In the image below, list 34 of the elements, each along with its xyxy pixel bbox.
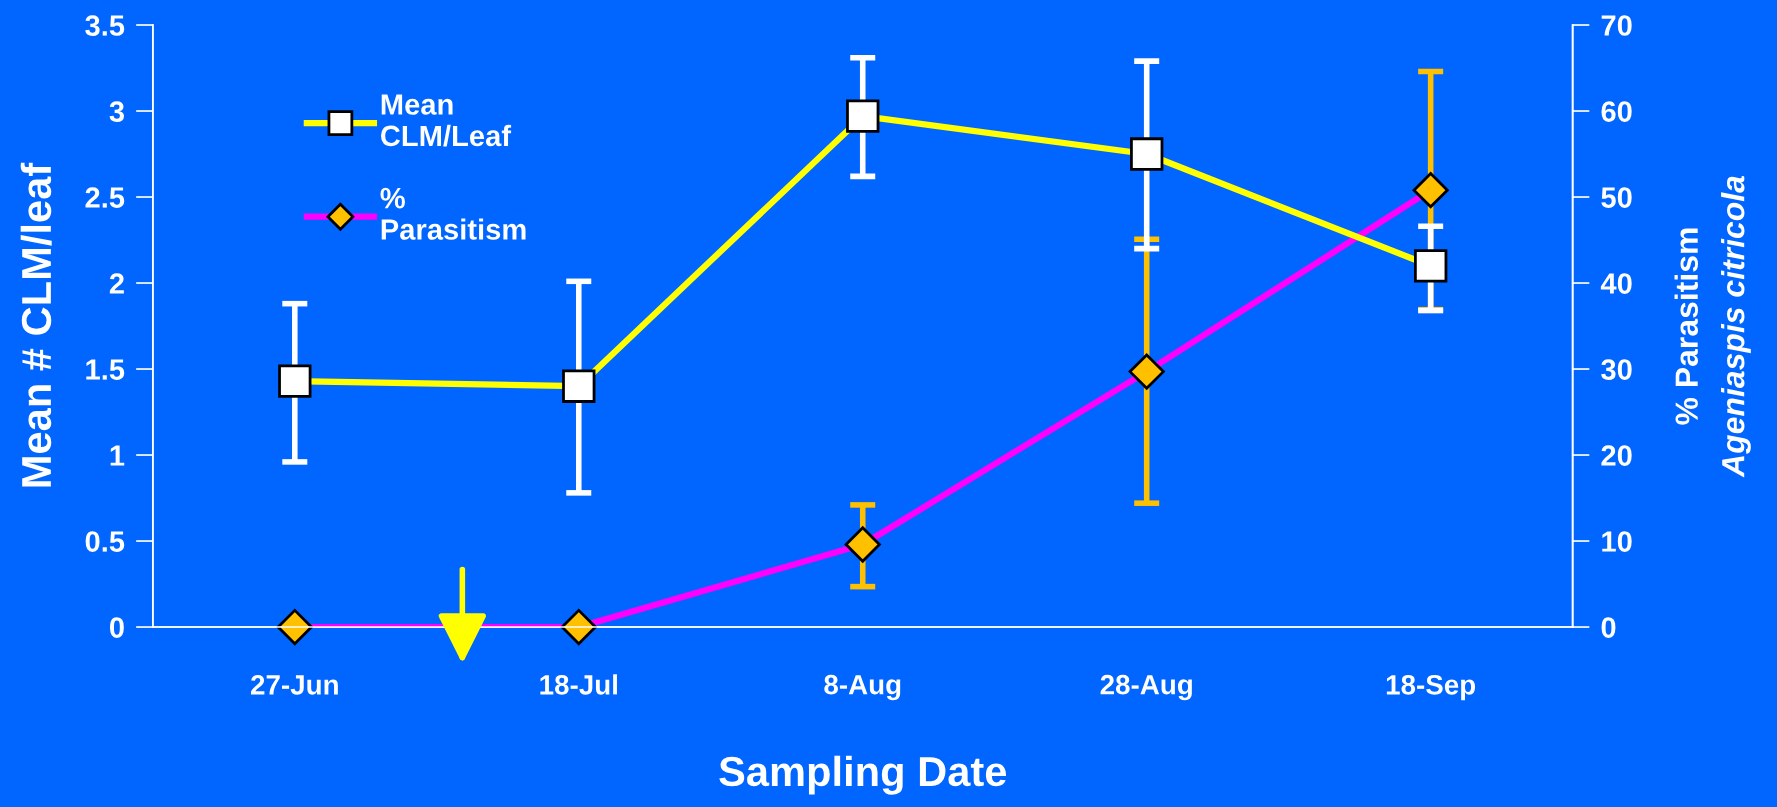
point bbox=[844, 526, 881, 563]
y-tick-label: 1.5 bbox=[86, 359, 125, 380]
y2-tick-label: 30 bbox=[1601, 359, 1632, 380]
y2-axis-title: % Parasitism Ageniaspis citricola bbox=[1674, 176, 1751, 478]
point bbox=[562, 369, 596, 403]
y-axis-title: Mean # CLM/leaf bbox=[20, 162, 52, 487]
x-axis-title: Sampling Date bbox=[719, 755, 1007, 795]
x-tick-label: 28-Aug bbox=[1100, 674, 1192, 701]
y2-tick-label: 60 bbox=[1601, 101, 1632, 122]
x-tick-label: 27-Jun bbox=[251, 674, 338, 695]
legend-label: % Parasitism bbox=[380, 187, 526, 240]
point bbox=[1130, 137, 1164, 171]
x-tick-label: 18-Jul bbox=[540, 674, 617, 695]
point bbox=[1412, 172, 1449, 209]
point bbox=[846, 99, 880, 133]
y-tick-label: 1 bbox=[110, 445, 125, 466]
y-tick-label: 2.5 bbox=[85, 187, 125, 208]
y-tick-label: 3.5 bbox=[85, 15, 125, 36]
y-tick-label: 2 bbox=[109, 273, 124, 294]
y2-tick-label: 70 bbox=[1601, 15, 1632, 36]
x-tick-label: 8-Aug bbox=[824, 674, 901, 701]
legend-label: Mean CLM/Leaf bbox=[380, 94, 512, 147]
y2-tick-label: 50 bbox=[1601, 187, 1632, 208]
y-tick-label: 0 bbox=[109, 617, 124, 638]
point bbox=[278, 364, 312, 398]
x-tick-label: 18-Sep bbox=[1386, 674, 1476, 701]
y2-tick-label: 0 bbox=[1601, 617, 1616, 638]
y-tick-label: 3 bbox=[109, 101, 124, 122]
y2-tick-label: 20 bbox=[1601, 445, 1632, 466]
point bbox=[1414, 249, 1448, 283]
y2-tick-label: 10 bbox=[1602, 531, 1632, 552]
y2-tick-label: 40 bbox=[1600, 273, 1632, 294]
y-tick-label: 0.5 bbox=[85, 531, 125, 552]
point bbox=[1128, 353, 1165, 390]
